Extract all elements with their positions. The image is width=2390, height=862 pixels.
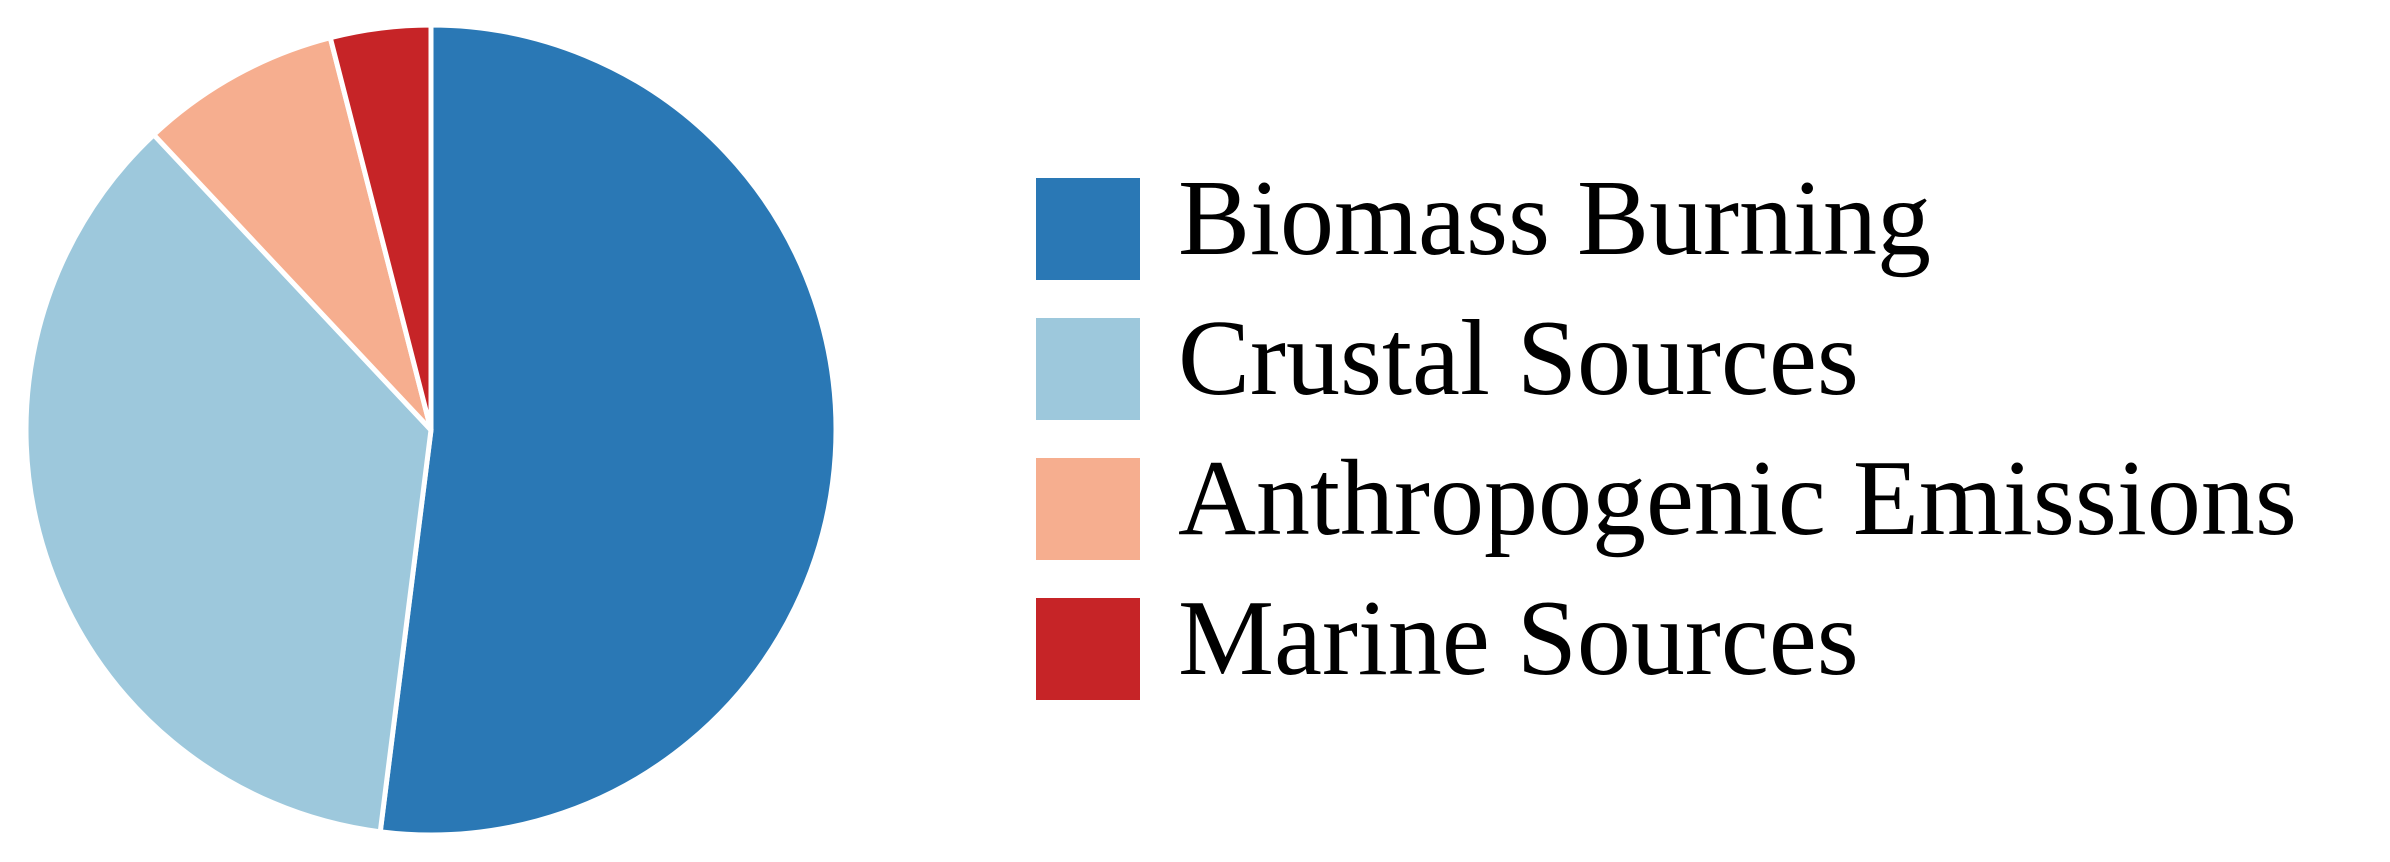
pie-slice	[23, 131, 434, 835]
pie-slice	[327, 22, 434, 431]
legend-label: Anthropogenic Emissions	[1178, 439, 2297, 558]
legend-label: Marine Sources	[1178, 579, 1859, 698]
legend-swatch	[1036, 318, 1140, 420]
pie-slice	[377, 22, 839, 838]
legend-swatch	[1036, 458, 1140, 560]
legend-label: Crustal Sources	[1178, 299, 1859, 418]
legend-label: Biomass Burning	[1178, 159, 1931, 278]
legend-swatch	[1036, 178, 1140, 280]
legend-swatch	[1036, 598, 1140, 700]
pie-slice	[150, 34, 434, 432]
